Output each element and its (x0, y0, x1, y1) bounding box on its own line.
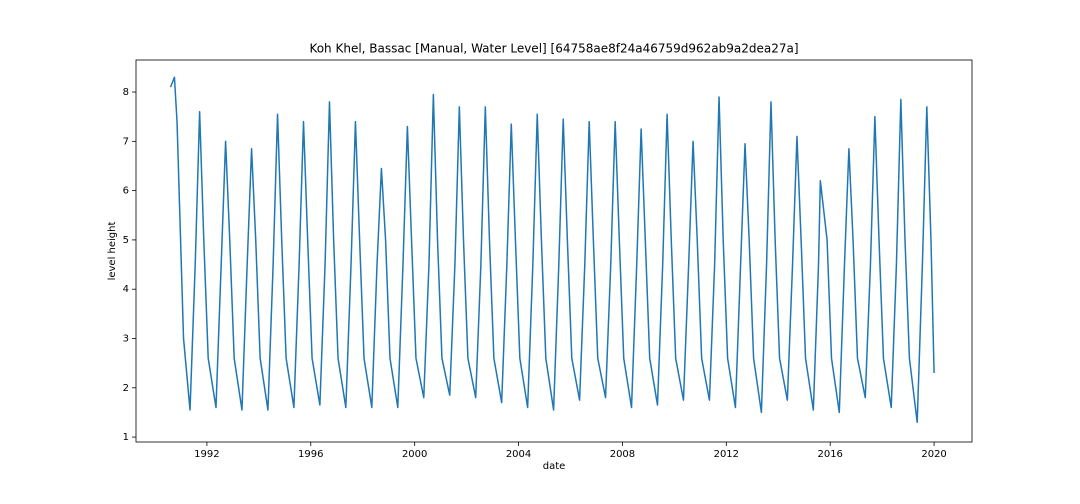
y-tick-label: 8 (123, 87, 129, 98)
x-tick-label: 2020 (921, 449, 946, 460)
data-line (169, 76, 935, 424)
y-tick-label: 5 (123, 235, 129, 246)
y-tick-label: 3 (123, 333, 129, 344)
chart-title: Koh Khel, Bassac [Manual, Water Level] [… (309, 42, 798, 56)
y-axis-label: level height (107, 222, 118, 281)
y-tick-label: 4 (123, 284, 129, 295)
plot-frame (135, 59, 973, 443)
x-axis-label: date (543, 461, 566, 472)
x-tick-label: 1996 (298, 449, 323, 460)
y-tick-label: 6 (123, 186, 129, 197)
y-tick-label: 1 (123, 432, 129, 443)
x-tick-label: 1992 (194, 449, 219, 460)
x-tick-label: 2012 (714, 449, 739, 460)
x-tick-label: 2004 (506, 449, 531, 460)
x-tick-label: 2000 (402, 449, 427, 460)
y-tick-label: 2 (123, 383, 129, 394)
x-tick-label: 2016 (817, 449, 842, 460)
y-tick-label: 7 (123, 136, 129, 147)
x-tick-label: 2008 (610, 449, 635, 460)
